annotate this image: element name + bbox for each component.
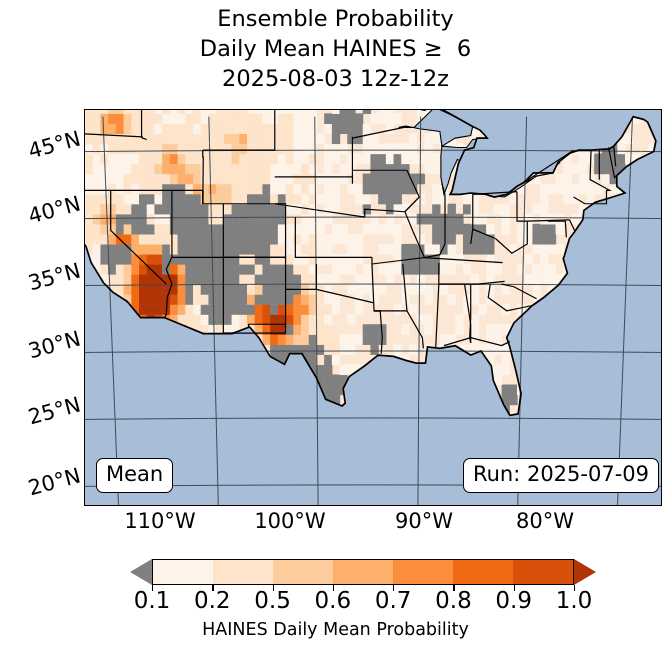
colorbar-tick — [212, 585, 214, 591]
probability-heatmap-canvas[interactable] — [85, 110, 661, 505]
lon-tick-label: 90°W — [395, 509, 453, 533]
colorbar-over-arrow — [574, 559, 596, 585]
colorbar-tick-label: 1.0 — [555, 588, 593, 614]
lat-tick-label: 25°N — [25, 392, 84, 430]
colorbar-tick-label: 0.2 — [193, 588, 231, 614]
colorbar-tick — [152, 585, 154, 591]
colorbar-segment — [333, 560, 393, 584]
lat-tick-label: 30°N — [25, 326, 84, 364]
lon-tick-label: 100°W — [254, 509, 326, 533]
colorbar-segment — [213, 560, 273, 584]
title-line-3: 2025-08-03 12z-12z — [222, 66, 449, 92]
colorbar[interactable] — [130, 559, 596, 585]
colorbar-tick-label: 0.7 — [374, 588, 412, 614]
mean-label: Mean — [106, 462, 164, 486]
lat-tick-label: 45°N — [25, 126, 84, 164]
colorbar-tick-label: 0.9 — [495, 588, 532, 614]
colorbar-tick — [272, 585, 274, 591]
colorbar-tick — [574, 585, 576, 591]
colorbar-tick — [393, 585, 395, 591]
run-annotation-box: Run: 2025-07-09 — [462, 458, 659, 493]
colorbar-tick — [453, 585, 455, 591]
mean-annotation-box: Mean — [96, 458, 174, 493]
colorbar-under-arrow — [130, 559, 152, 585]
colorbar-tick — [332, 585, 335, 591]
colorbar-tick-label: 0.6 — [314, 588, 352, 614]
lon-tick-label: 110°W — [124, 509, 196, 533]
map-plot-area[interactable] — [85, 110, 661, 505]
colorbar-segment — [153, 560, 213, 584]
lat-tick-label: 40°N — [25, 191, 84, 229]
lat-tick-label: 35°N — [25, 258, 84, 296]
colorbar-segment — [393, 560, 453, 584]
lon-tick-label: 80°W — [516, 509, 574, 533]
colorbar-tick-label: 0.5 — [254, 588, 291, 614]
title-line-1: Ensemble Probability — [217, 6, 454, 32]
colorbar-tick-label: 0.1 — [133, 588, 171, 614]
colorbar-segment — [453, 560, 513, 584]
colorbar-title: HAINES Daily Mean Probability — [202, 620, 469, 640]
lat-tick-label: 20°N — [25, 463, 84, 501]
colorbar-tick-label: 0.8 — [435, 588, 472, 614]
run-label: Run: 2025-07-09 — [472, 462, 649, 486]
title-line-2: Daily Mean HAINES ≥ 6 — [199, 36, 472, 62]
colorbar-segment — [273, 560, 333, 584]
colorbar-segments[interactable] — [152, 559, 574, 585]
page-title: Ensemble Probability Daily Mean HAINES ≥… — [0, 4, 671, 94]
colorbar-tick — [513, 585, 515, 591]
colorbar-segment — [513, 560, 573, 584]
